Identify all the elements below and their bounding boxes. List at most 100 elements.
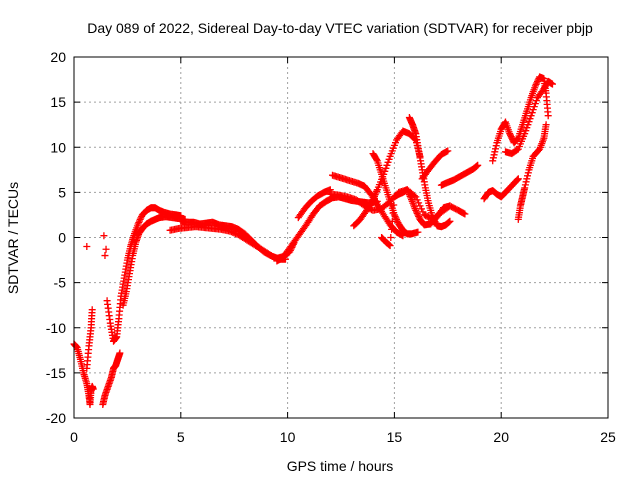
data-point	[373, 187, 381, 195]
data-point	[415, 212, 423, 220]
data-point	[532, 80, 540, 88]
data-point	[412, 206, 420, 214]
x-tick-label: 15	[387, 429, 403, 445]
data-point	[461, 210, 469, 218]
data-point	[514, 176, 522, 184]
data-point	[135, 219, 143, 226]
data-point	[446, 217, 454, 225]
data-point	[416, 202, 424, 210]
data-point	[522, 127, 530, 135]
x-tick-label: 0	[70, 429, 78, 445]
data-point	[371, 191, 379, 199]
data-point	[549, 80, 556, 88]
data-point	[393, 215, 400, 223]
data-point	[405, 189, 413, 197]
data-point	[506, 130, 514, 138]
data-point	[444, 147, 452, 155]
y-tick-label: 10	[50, 139, 66, 155]
data-point	[542, 121, 550, 129]
data-point	[137, 214, 145, 222]
data-point	[531, 100, 539, 108]
data-point	[413, 209, 421, 217]
data-point	[134, 220, 142, 228]
data-point	[102, 245, 110, 253]
data-point	[413, 208, 420, 216]
data-point	[521, 181, 529, 189]
data-point	[388, 225, 396, 233]
data-point	[524, 169, 532, 177]
data-point	[83, 243, 91, 251]
data-point	[136, 217, 143, 225]
y-tick-label: -10	[46, 320, 66, 336]
x-tick-label: 20	[493, 429, 509, 445]
data-point	[507, 131, 514, 139]
data-point	[544, 112, 552, 120]
y-axis-label: SDTVAR / TECUs	[5, 182, 21, 294]
data-point	[381, 167, 389, 175]
data-point	[490, 151, 498, 159]
x-tick-label: 5	[177, 429, 185, 445]
data-point	[528, 109, 536, 117]
data-point	[474, 161, 482, 169]
data-point	[383, 161, 391, 169]
data-point	[392, 214, 400, 222]
y-tick-label: -20	[46, 410, 66, 426]
data-point	[524, 121, 532, 129]
data-point	[524, 172, 531, 180]
data-point	[492, 145, 499, 153]
data-point	[522, 178, 530, 186]
y-tick-label: 5	[58, 184, 66, 200]
data-point	[513, 176, 521, 184]
data-point	[89, 385, 97, 393]
data-point	[382, 164, 390, 172]
data-point	[386, 242, 394, 250]
data-point	[533, 79, 541, 87]
data-point	[525, 118, 533, 126]
data-point	[531, 82, 539, 90]
data-point	[492, 142, 500, 150]
data-point	[385, 155, 393, 163]
data-point	[523, 175, 531, 183]
data-point	[521, 130, 529, 138]
data-point	[418, 205, 425, 213]
grid-layer	[74, 57, 608, 418]
data-point	[403, 186, 411, 194]
data-point	[100, 232, 108, 240]
data-point	[523, 124, 531, 132]
data-point	[101, 252, 109, 260]
data-point	[136, 215, 144, 223]
data-point	[370, 194, 378, 202]
data-point	[414, 211, 422, 219]
data-point	[491, 148, 499, 156]
x-tick-label: 25	[600, 429, 616, 445]
data-point	[387, 234, 395, 241]
x-axis-label: GPS time / hours	[287, 458, 394, 474]
data-point	[507, 133, 515, 141]
data-point	[116, 349, 124, 357]
x-tick-label: 10	[280, 429, 296, 445]
data-point	[514, 175, 522, 183]
data-point	[529, 106, 537, 114]
data-point	[530, 103, 538, 111]
y-tick-label: 20	[50, 49, 66, 65]
chart-title: Day 089 of 2022, Sidereal Day-to-day VTE…	[87, 20, 593, 36]
y-tick-label: 0	[58, 230, 66, 246]
data-point	[384, 158, 392, 166]
data-point	[521, 184, 529, 192]
data-point	[373, 156, 381, 164]
data-point	[406, 192, 414, 200]
y-tick-label: 15	[50, 94, 66, 110]
y-tick-label: -5	[54, 275, 67, 291]
data-point	[446, 202, 454, 210]
data-point	[534, 77, 541, 85]
tick-layer: 0 5 10 15 20 25 -20 -15 -10 -5 0 5 10 15 20	[46, 49, 616, 445]
data-point	[489, 154, 497, 162]
data-point	[419, 208, 427, 216]
data-point	[489, 157, 497, 165]
data-point	[88, 306, 96, 314]
points-layer	[70, 73, 556, 408]
data-point	[508, 134, 516, 142]
data-point	[532, 97, 540, 105]
